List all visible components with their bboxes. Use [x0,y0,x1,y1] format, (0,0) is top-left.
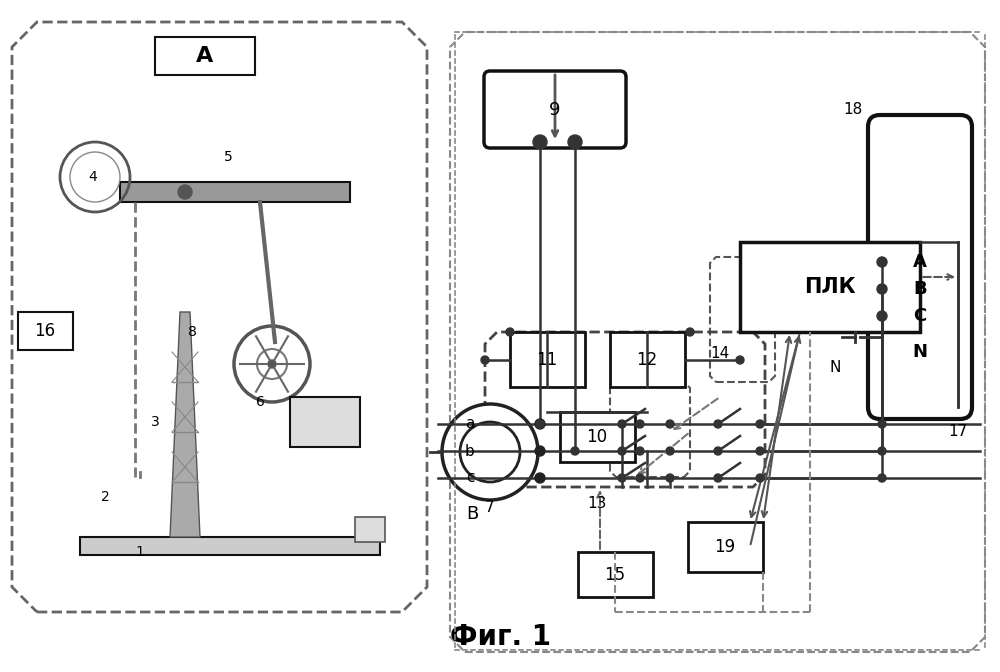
Text: 16: 16 [34,322,56,340]
Circle shape [756,474,764,482]
Circle shape [878,420,886,428]
Text: 5: 5 [224,150,232,164]
Text: C: C [913,307,927,325]
Circle shape [636,474,644,482]
Bar [18,312,73,350]
Text: 12: 12 [636,351,658,369]
Circle shape [533,135,547,149]
Circle shape [877,311,887,321]
Circle shape [714,447,722,455]
Bar [155,37,255,75]
Circle shape [736,356,744,364]
Bar [290,397,360,447]
Bar [355,517,385,542]
FancyBboxPatch shape [868,115,972,419]
Text: ПЛК: ПЛК [804,277,856,297]
Circle shape [714,474,722,482]
Text: 18: 18 [843,103,863,118]
Circle shape [178,185,192,199]
Text: A: A [196,46,214,66]
Circle shape [666,447,674,455]
Text: 3: 3 [151,415,159,429]
Text: c: c [466,470,474,485]
Bar [80,537,380,555]
Text: B: B [466,505,478,523]
Text: 17: 17 [948,425,968,439]
Circle shape [535,419,545,429]
Circle shape [756,420,764,428]
Text: 6: 6 [256,395,264,409]
Circle shape [636,447,644,455]
Text: 14: 14 [710,347,730,362]
Circle shape [878,447,886,455]
Text: 7: 7 [485,499,495,515]
Text: N: N [829,360,841,374]
Circle shape [618,474,626,482]
Text: 11: 11 [536,351,558,369]
Circle shape [686,328,694,336]
Circle shape [618,447,626,455]
Bar [560,412,635,462]
Text: 19: 19 [714,538,736,556]
Bar [740,242,920,332]
Circle shape [878,474,886,482]
Text: b: b [465,444,475,458]
Circle shape [714,420,722,428]
Circle shape [756,447,764,455]
Text: 9: 9 [549,101,561,119]
Text: A: A [913,253,927,271]
Bar [120,182,350,202]
Circle shape [442,404,538,500]
FancyBboxPatch shape [484,71,626,148]
Circle shape [636,420,644,428]
Circle shape [506,328,514,336]
Circle shape [536,420,544,428]
Circle shape [618,420,626,428]
Circle shape [535,446,545,456]
Polygon shape [170,312,200,537]
Text: B: B [913,280,927,298]
Circle shape [535,473,545,483]
Circle shape [481,356,489,364]
Text: 8: 8 [188,325,196,339]
Text: 2: 2 [101,490,109,504]
Bar [688,522,763,572]
Bar [578,552,653,597]
Circle shape [877,257,887,267]
Text: 15: 15 [604,566,626,584]
Circle shape [666,474,674,482]
Bar [510,332,585,387]
Text: Фиг. 1: Фиг. 1 [450,623,550,651]
Text: 13: 13 [587,497,607,511]
Text: N: N [912,343,928,361]
Bar [610,332,685,387]
Circle shape [571,447,579,455]
Circle shape [568,135,582,149]
Circle shape [268,360,276,368]
Circle shape [877,284,887,294]
Text: 10: 10 [586,428,608,446]
Circle shape [666,420,674,428]
Circle shape [460,422,520,482]
Text: 1: 1 [136,545,144,559]
Text: a: a [465,417,475,431]
Text: 4: 4 [89,170,97,184]
